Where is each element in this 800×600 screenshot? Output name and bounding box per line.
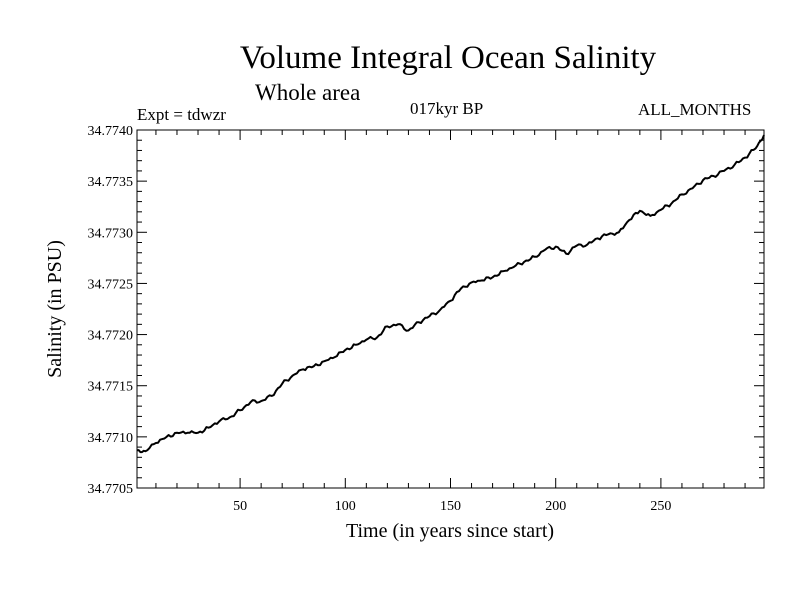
y-tick-label: 34.7710 [88,431,134,446]
y-tick-label: 34.7715 [88,380,134,395]
period-label: 017kyr BP [410,99,484,118]
y-tick-label: 34.7740 [88,124,134,139]
y-tick-label: 34.7720 [88,329,134,344]
chart-title: Volume Integral Ocean Salinity [239,40,657,76]
series-line [136,134,765,454]
x-tick-label: 100 [335,499,356,514]
x-tick-label: 200 [545,499,566,514]
y-tick-label: 34.7730 [88,226,134,241]
tick-labels: 50 100 150 200 250 34.7705 34.7710 34.7715 34.77… [88,124,672,514]
y-tick-label: 34.7735 [88,175,134,190]
months-label: ALL_MONTHS [638,100,752,119]
experiment-label: Expt = tdwzr [137,105,226,124]
x-axis-label: Time (in years since start) [346,520,554,542]
plot-frame [136,129,765,489]
x-tick-label: 250 [650,499,671,514]
x-tick-label: 50 [233,499,247,514]
y-tick-label: 34.7725 [88,277,134,292]
x-tick-label: 150 [440,499,461,514]
y-tick-label: 34.7705 [88,482,134,497]
axis-ticks [137,130,764,488]
y-axis-label: Salinity (in PSU) [44,240,66,378]
chart-subtitle: Whole area [255,80,361,105]
